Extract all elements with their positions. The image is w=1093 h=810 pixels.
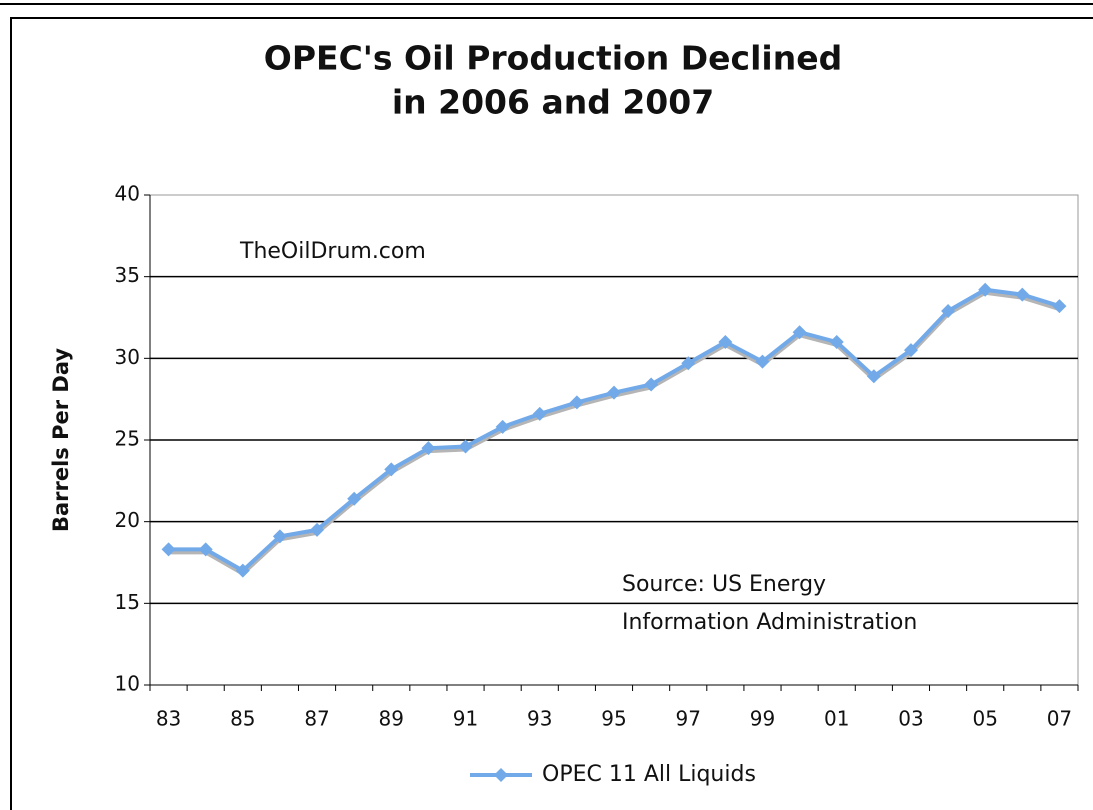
annotation: Information Administration xyxy=(622,610,917,635)
point xyxy=(941,303,956,318)
x-tick-label: 87 xyxy=(304,707,329,731)
point xyxy=(310,522,325,537)
legend-marker xyxy=(494,768,508,782)
y-tick-label: 10 xyxy=(115,672,140,696)
y-tick-label: 25 xyxy=(115,427,140,451)
series-line xyxy=(168,287,1061,574)
point xyxy=(347,491,362,506)
point xyxy=(829,335,844,349)
point xyxy=(495,419,510,434)
point xyxy=(1015,287,1030,302)
point xyxy=(272,529,287,544)
point xyxy=(792,325,807,340)
point xyxy=(569,395,584,410)
x-tick-label: 03 xyxy=(898,707,923,731)
point xyxy=(384,462,399,477)
annotation: TheOilDrum.com xyxy=(239,239,426,264)
chart-title: in 2006 and 2007 xyxy=(392,83,714,122)
point xyxy=(458,439,473,454)
y-axis-label: Barrels Per Day xyxy=(49,348,73,532)
point xyxy=(198,542,213,557)
x-tick-label: 01 xyxy=(824,707,849,731)
point xyxy=(978,282,993,297)
point xyxy=(681,356,696,371)
x-tick-label: 83 xyxy=(156,707,181,731)
annotation: Source: US Energy xyxy=(622,572,826,597)
point xyxy=(866,369,881,384)
x-tick-label: 99 xyxy=(750,707,775,731)
x-tick-label: 93 xyxy=(527,707,552,731)
y-tick-label: 35 xyxy=(115,263,140,287)
x-tick-label: 91 xyxy=(453,707,478,731)
x-tick-label: 95 xyxy=(601,707,626,731)
y-tick-label: 20 xyxy=(115,508,140,532)
point xyxy=(755,354,770,369)
chart-title: OPEC's Oil Production Declined xyxy=(264,39,842,78)
legend-label: OPEC 11 All Liquids xyxy=(542,762,756,787)
y-tick-label: 40 xyxy=(115,182,140,206)
point xyxy=(607,385,621,400)
point xyxy=(903,343,918,358)
x-tick-label: 97 xyxy=(676,707,701,731)
point xyxy=(161,542,176,557)
point xyxy=(718,335,733,349)
point xyxy=(644,377,659,392)
chart-frame xyxy=(10,17,1093,810)
point xyxy=(421,441,436,456)
y-tick-label: 30 xyxy=(115,345,140,369)
point xyxy=(235,563,250,578)
x-tick-label: 07 xyxy=(1047,707,1072,731)
y-tick-label: 15 xyxy=(115,590,140,614)
x-tick-label: 85 xyxy=(230,707,255,731)
point xyxy=(532,406,547,421)
x-tick-label: 89 xyxy=(379,707,404,731)
point xyxy=(1052,299,1067,314)
x-tick-label: 05 xyxy=(972,707,997,731)
